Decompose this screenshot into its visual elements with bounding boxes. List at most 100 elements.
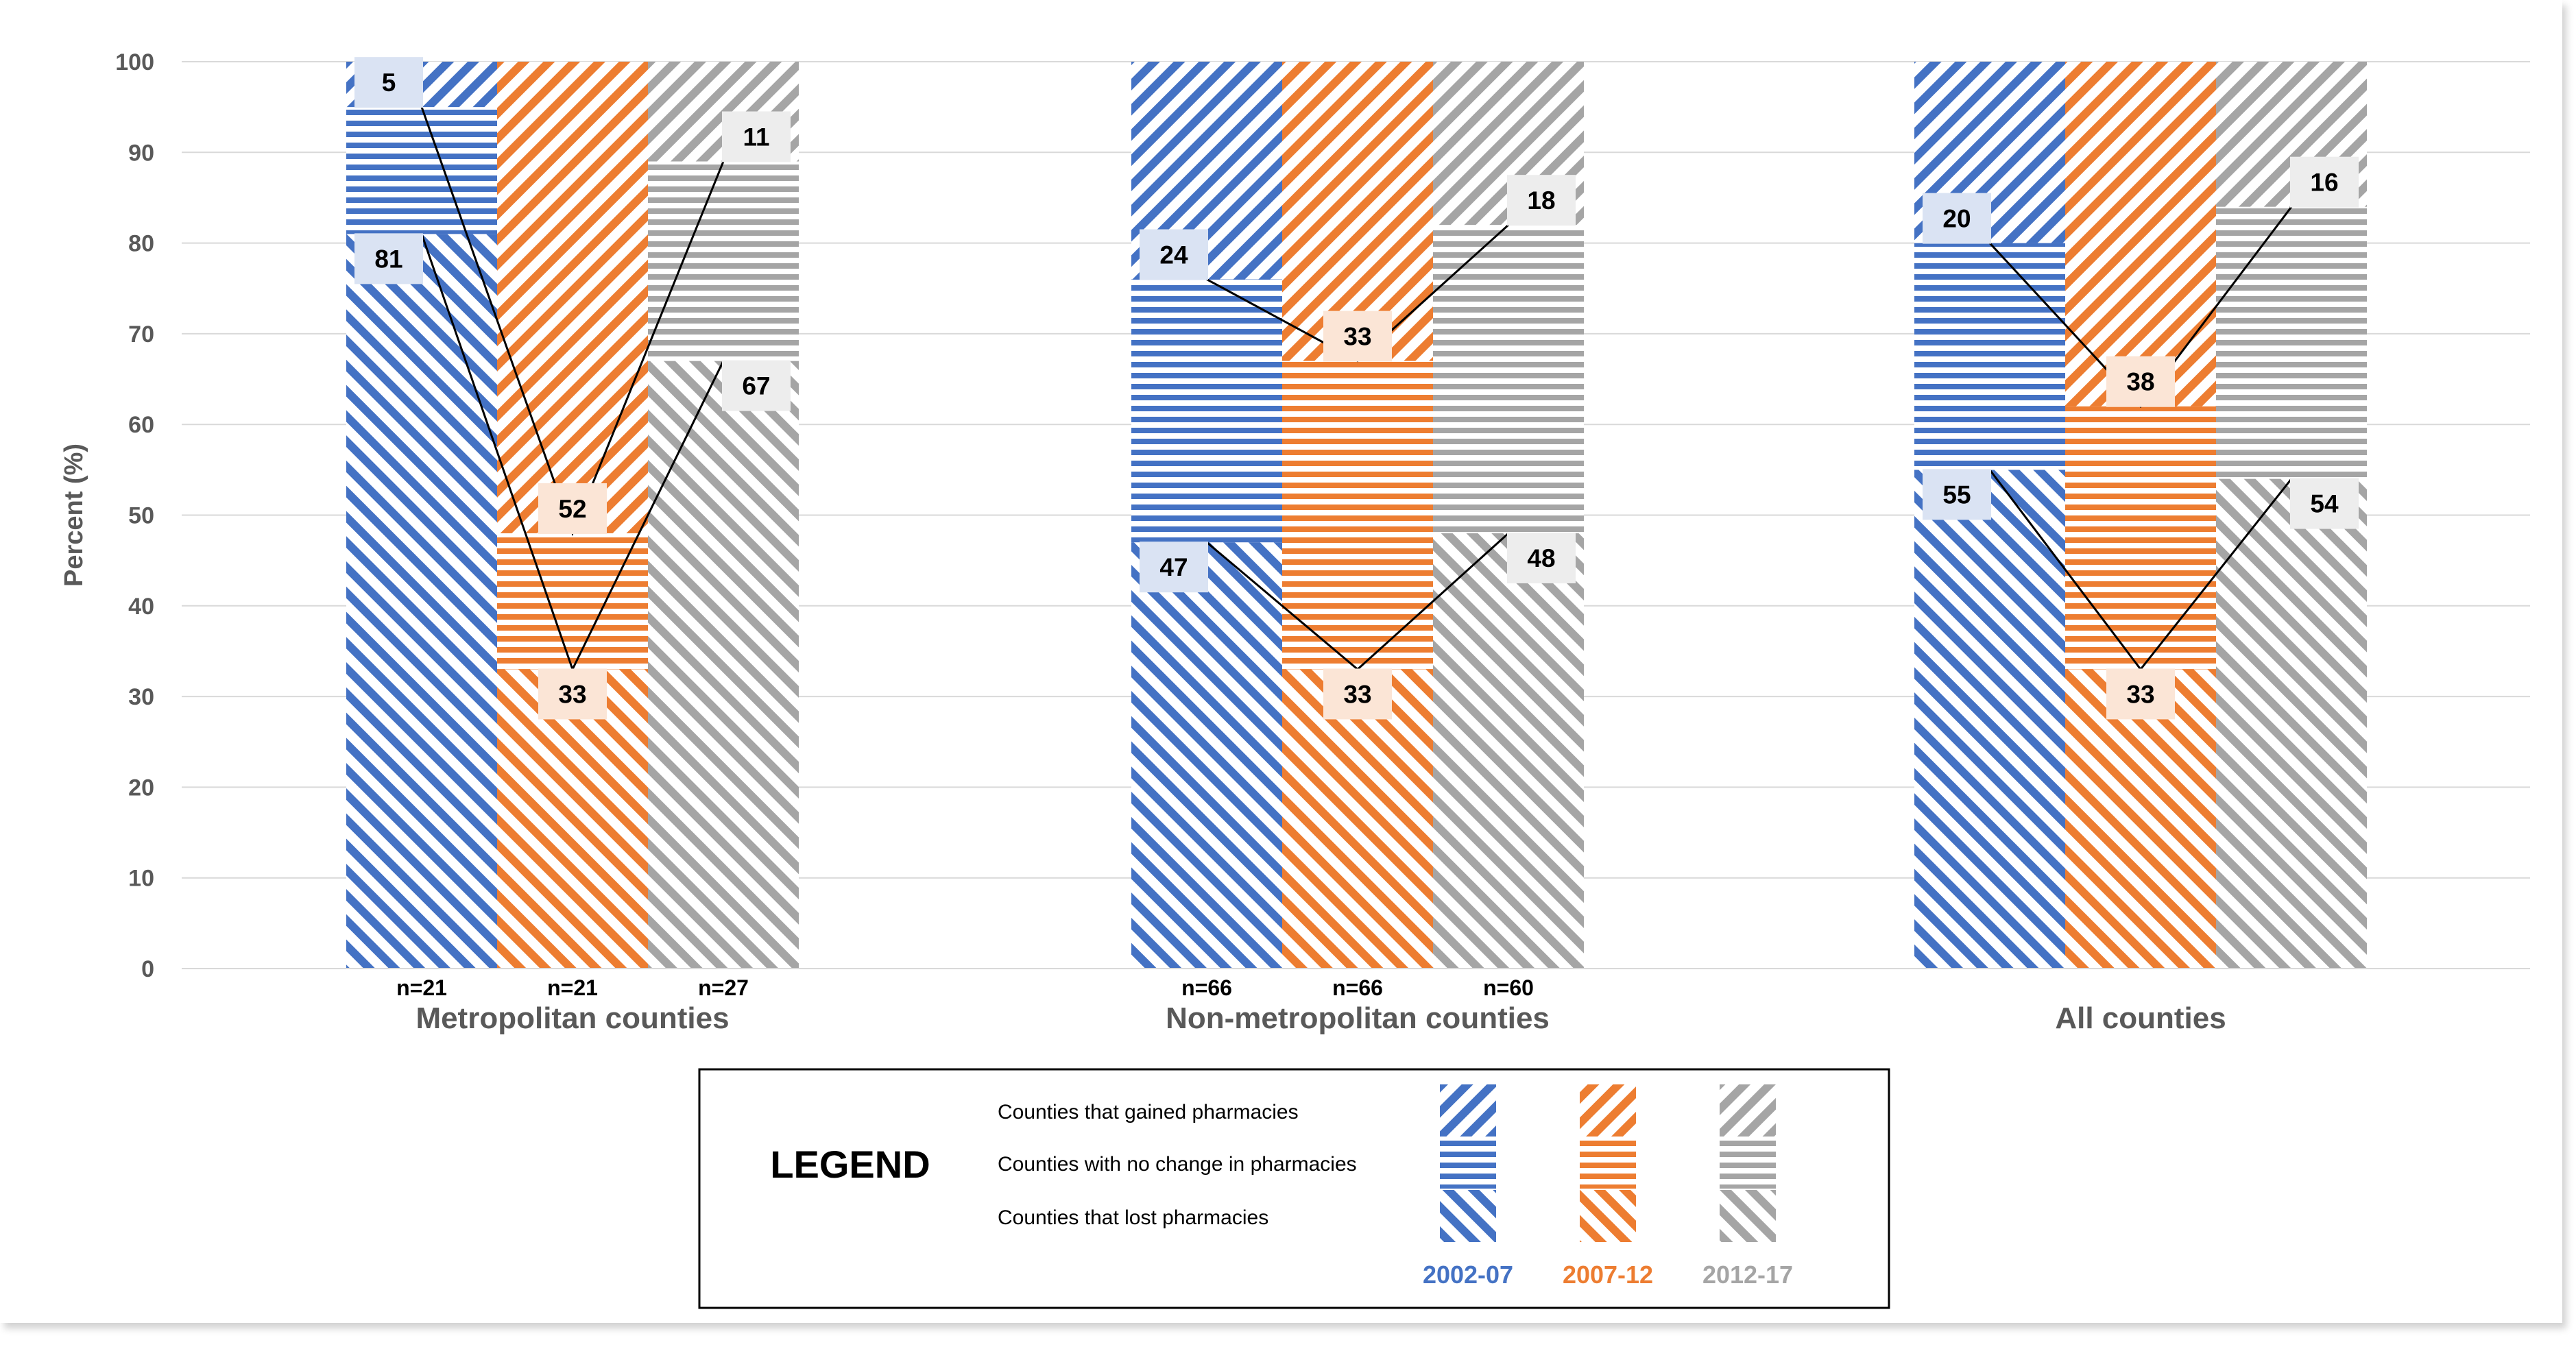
y-axis-title: Percent (%) [60,443,88,587]
y-tick-label: 10 [128,866,154,892]
bar-segment-lost [1914,470,2065,969]
data-label: 5 [354,57,423,108]
n-label: n=60 [1483,975,1534,1000]
data-label-value: 48 [1527,544,1555,572]
data-label-value: 33 [1343,680,1371,708]
y-tick-label: 90 [128,140,154,166]
n-label: n=27 [698,975,749,1000]
data-label: 48 [1507,532,1576,583]
data-label: 54 [2290,478,2359,529]
data-label-value: 33 [558,680,586,708]
legend-period-label: 2002-07 [1423,1261,1513,1289]
data-label-box [722,360,791,411]
legend-swatch [1580,1084,1636,1137]
legend-swatch [1580,1190,1636,1242]
data-label-value: 11 [743,123,769,151]
data-label-box [1140,542,1208,593]
data-label-box [1507,532,1576,583]
bar-segment-lost [346,234,497,969]
legend-swatch [1580,1137,1636,1189]
data-label-box [1923,469,1991,520]
y-tick-label: 0 [141,956,154,982]
bar-segment-no-change [1914,243,2065,470]
legend-swatch [1440,1084,1496,1137]
legend-row-label: Counties that gained pharmacies [998,1101,1299,1123]
bar-segment-lost [1433,533,1584,969]
data-label-value: 5 [382,69,396,97]
data-label: 24 [1140,229,1208,280]
data-label-box [2290,156,2359,208]
bar-segment-no-change [497,533,648,670]
data-label: 52 [538,483,607,534]
bar-segment-gained [2065,62,2216,406]
category-label: All counties [2055,1001,2226,1035]
bar-segment-no-change [648,161,799,361]
data-label-box [538,668,607,720]
data-label-value: 38 [2126,368,2154,396]
data-label: 38 [2106,356,2175,407]
y-tick-label: 50 [128,503,154,529]
data-label-box [722,111,791,162]
data-label-box [2290,478,2359,529]
data-label-value: 54 [2310,490,2339,518]
data-label: 33 [1323,311,1392,362]
y-tick-label: 20 [128,775,154,801]
data-label: 33 [1323,668,1392,720]
legend-swatch [1720,1137,1776,1189]
data-label-value: 55 [1942,481,1971,509]
stacked-bar-chart: 81 5 33 52 67 11 47 24 33 33 48 18 55 20 33 38 54 16 0 10 2… [60,49,2530,1309]
data-label: 55 [1923,469,1991,520]
data-label-value: 16 [2310,169,2338,197]
legend-period-label: 2012-17 [1702,1261,1793,1289]
data-label: 11 [722,111,791,162]
bar-segment-no-change [2065,406,2216,670]
data-label: 67 [722,360,791,411]
bar-segment-lost [1131,542,1282,969]
legend-row-label: Counties that lost pharmacies [998,1206,1268,1229]
bar-segment-lost [648,361,799,969]
category-label: Metropolitan counties [416,1001,729,1035]
legend-row-label: Counties with no change in pharmacies [998,1153,1357,1176]
n-label: n=66 [1332,975,1383,1000]
y-tick-label: 100 [115,49,154,75]
data-label: 33 [2106,668,2175,720]
n-label: n=21 [547,975,598,1000]
data-label: 81 [354,233,423,284]
n-label: n=66 [1181,975,1232,1000]
legend-period-label: 2007-12 [1563,1261,1653,1289]
data-label-box [2106,668,2175,720]
data-label-value: 33 [1343,323,1371,351]
data-label-value: 67 [742,372,770,400]
data-label-value: 47 [1159,553,1188,581]
y-tick-label: 40 [128,594,154,620]
bar-segment-lost [2216,478,2367,969]
data-label-value: 24 [1159,241,1188,269]
data-label-box [1923,193,1991,244]
data-label-box [1140,229,1208,280]
data-label-box [354,57,423,108]
data-label: 33 [538,668,607,720]
data-label: 18 [1507,175,1576,226]
data-label-value: 33 [2126,680,2154,708]
bar-segment-gained [497,62,648,533]
legend-title: LEGEND [770,1143,930,1186]
bar-segment-no-change [346,107,497,234]
y-tick-label: 60 [128,412,154,438]
legend-swatch [1720,1084,1776,1137]
data-label-value: 20 [1942,205,1971,233]
data-label: 47 [1140,542,1208,593]
bar-segment-no-change [1131,279,1282,543]
legend-swatch [1440,1137,1496,1189]
data-label-box [1507,175,1576,226]
data-label-box [1323,668,1392,720]
y-tick-label: 30 [128,684,154,710]
chart-frame: 81 5 33 52 67 11 47 24 33 33 48 18 55 20 33 38 54 16 0 10 2… [60,49,2530,1309]
legend-box [698,1068,1890,1309]
legend-swatch [1720,1190,1776,1242]
category-label: Non-metropolitan counties [1166,1001,1550,1035]
data-label-box [538,483,607,534]
data-label: 16 [2290,156,2359,208]
data-label-box [2106,356,2175,407]
y-tick-label: 70 [128,321,154,348]
y-tick-label: 80 [128,231,154,257]
